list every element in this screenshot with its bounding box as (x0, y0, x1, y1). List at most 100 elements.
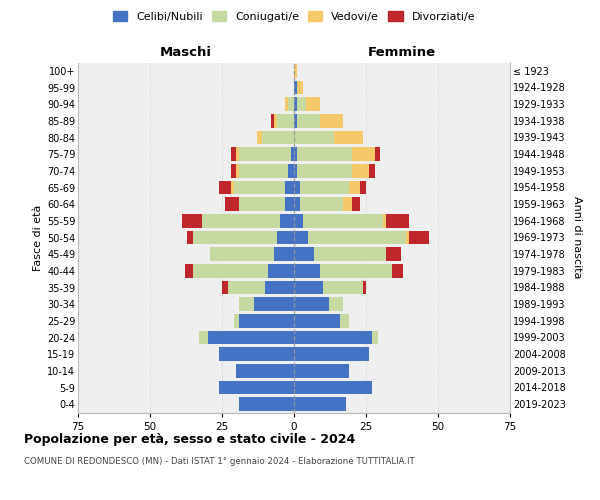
Bar (294, 180, 300, 194)
Bar (225, 198, 239, 211)
Bar (219, 380, 294, 394)
Bar (187, 230, 193, 244)
Bar (294, 398, 346, 411)
Bar (294, 198, 300, 211)
Bar (222, 280, 228, 294)
Bar (274, 114, 277, 128)
Bar (352, 198, 360, 211)
Bar (340, 314, 349, 328)
Bar (392, 264, 403, 278)
Bar (294, 380, 372, 394)
Bar (277, 114, 294, 128)
Bar (294, 348, 369, 361)
Bar (228, 280, 265, 294)
Text: COMUNE DI REDONDESCO (MN) - Dati ISTAT 1° gennaio 2024 - Elaborazione TUTTITALIA: COMUNE DI REDONDESCO (MN) - Dati ISTAT 1… (24, 458, 415, 466)
Bar (288, 164, 294, 177)
Bar (280, 214, 294, 228)
Bar (236, 364, 294, 378)
Bar (297, 164, 352, 177)
Bar (268, 264, 294, 278)
Bar (314, 248, 386, 261)
Bar (277, 230, 294, 244)
Bar (297, 148, 352, 161)
Bar (193, 264, 268, 278)
Bar (202, 214, 280, 228)
Bar (294, 114, 297, 128)
Bar (230, 148, 236, 161)
Bar (363, 280, 366, 294)
Bar (386, 214, 409, 228)
Bar (294, 364, 349, 378)
Bar (254, 298, 294, 311)
Bar (291, 148, 294, 161)
Bar (329, 298, 343, 311)
Bar (308, 230, 406, 244)
Y-axis label: Anni di nascita: Anni di nascita (572, 196, 583, 278)
Text: Popolazione per età, sesso e stato civile - 2024: Popolazione per età, sesso e stato civil… (24, 432, 355, 446)
Bar (185, 264, 193, 278)
Bar (300, 180, 349, 194)
Bar (294, 248, 314, 261)
Bar (208, 330, 294, 344)
Bar (262, 130, 294, 144)
Bar (239, 164, 288, 177)
Bar (372, 330, 377, 344)
Bar (297, 114, 320, 128)
Bar (294, 314, 340, 328)
Bar (239, 298, 254, 311)
Text: Femmine: Femmine (368, 46, 436, 59)
Bar (360, 180, 366, 194)
Bar (294, 264, 320, 278)
Bar (369, 164, 374, 177)
Bar (294, 298, 329, 311)
Bar (239, 198, 286, 211)
Bar (271, 114, 274, 128)
Bar (211, 248, 274, 261)
Bar (219, 180, 230, 194)
Bar (286, 198, 294, 211)
Bar (230, 180, 233, 194)
Bar (239, 398, 294, 411)
Bar (294, 98, 297, 111)
Bar (233, 314, 239, 328)
Bar (323, 280, 363, 294)
Bar (294, 130, 334, 144)
Bar (294, 80, 297, 94)
Bar (320, 114, 343, 128)
Bar (236, 148, 239, 161)
Bar (219, 348, 294, 361)
Bar (305, 98, 320, 111)
Bar (302, 214, 383, 228)
Bar (352, 148, 374, 161)
Bar (294, 280, 323, 294)
Bar (233, 180, 286, 194)
Bar (230, 164, 236, 177)
Bar (286, 98, 288, 111)
Bar (374, 148, 380, 161)
Bar (294, 164, 297, 177)
Legend: Celibi/Nubili, Coniugati/e, Vedovi/e, Divorziati/e: Celibi/Nubili, Coniugati/e, Vedovi/e, Di… (110, 8, 478, 25)
Bar (294, 148, 297, 161)
Bar (409, 230, 430, 244)
Bar (236, 164, 239, 177)
Bar (239, 314, 294, 328)
Bar (320, 264, 392, 278)
Text: Maschi: Maschi (160, 46, 212, 59)
Bar (297, 98, 305, 111)
Bar (297, 80, 302, 94)
Bar (274, 248, 294, 261)
Bar (294, 330, 372, 344)
Bar (265, 280, 294, 294)
Bar (386, 248, 401, 261)
Bar (406, 230, 409, 244)
Bar (193, 230, 277, 244)
Y-axis label: Fasce di età: Fasce di età (32, 204, 43, 270)
Bar (352, 164, 369, 177)
Bar (239, 148, 291, 161)
Bar (349, 180, 360, 194)
Bar (286, 180, 294, 194)
Bar (294, 64, 297, 78)
Bar (288, 98, 294, 111)
Bar (334, 130, 363, 144)
Bar (300, 198, 343, 211)
